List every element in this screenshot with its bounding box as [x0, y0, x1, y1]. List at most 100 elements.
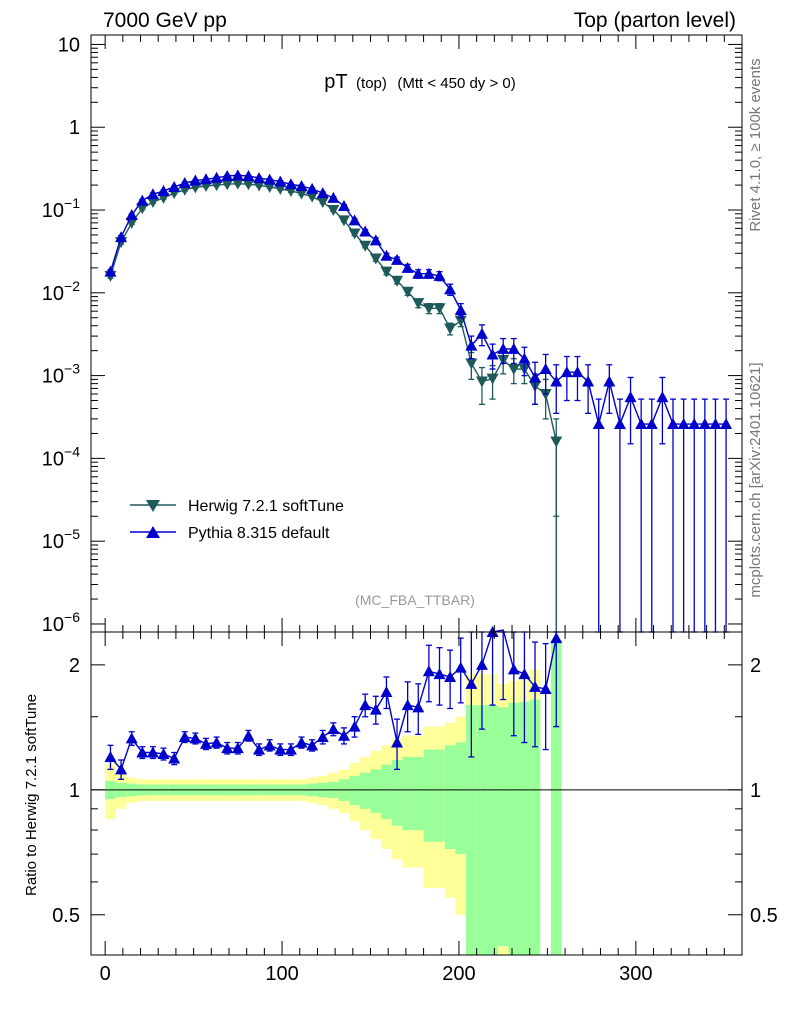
pythia-marker [433, 269, 446, 281]
tick-base: 10 [42, 448, 64, 470]
pythia-marker [306, 182, 319, 194]
pythia-marker [475, 327, 488, 339]
ratio-marker [231, 742, 244, 754]
ratio-marker [221, 742, 234, 754]
tick-base: 10 [58, 34, 80, 56]
pythia-marker [454, 303, 467, 315]
pythia-marker [444, 283, 457, 295]
herwig-marker [475, 376, 488, 388]
pythia-marker [189, 174, 202, 186]
ratio-marker [337, 729, 350, 741]
pythia-marker [295, 180, 308, 192]
pythia-marker [603, 375, 616, 387]
herwig-marker [391, 275, 404, 287]
ratio-marker [189, 732, 202, 744]
pythia-marker [709, 418, 722, 430]
ratio-marker [359, 699, 372, 711]
ratio-band-inner [550, 639, 562, 955]
pythia-marker [263, 173, 276, 185]
pythia-marker [645, 418, 658, 430]
main-title: pT (top) (Mtt < 450 dy > 0) [324, 71, 515, 93]
ratio-marker [104, 750, 117, 762]
tick-exponent: −5 [64, 526, 80, 542]
pythia-marker [380, 249, 393, 261]
herwig-marker [412, 298, 425, 310]
ratio-band-inner [444, 745, 456, 850]
tick-base: 1 [69, 117, 80, 139]
pythia-marker [104, 265, 117, 277]
legend-herwig-marker [146, 500, 160, 512]
ratio-marker [475, 658, 488, 670]
ratio-band-inner [423, 749, 435, 842]
ratio-marker [199, 737, 212, 749]
ratio-series-layer [104, 626, 563, 780]
xtick-label: 300 [619, 963, 652, 985]
ratio-marker [348, 720, 361, 732]
tick-base: 10 [42, 614, 64, 636]
ratio-ytick-label: 2 [69, 655, 80, 677]
ratio-band-inner [349, 775, 360, 805]
herwig-marker [263, 181, 276, 193]
herwig-marker [348, 228, 361, 240]
ratio-marker [465, 677, 478, 689]
pythia-marker [157, 184, 170, 196]
herwig-marker [253, 180, 266, 192]
ratio-uncertainty-bands [91, 639, 742, 955]
ratio-marker [444, 670, 457, 682]
tick-base: 10 [42, 283, 64, 305]
ratio-band-inner [519, 701, 530, 955]
pythia-marker [677, 418, 690, 430]
analysis-tag: (MC_FBA_TTBAR) [355, 592, 475, 608]
pythia-marker [613, 418, 626, 430]
pythia-marker [178, 176, 191, 188]
herwig-marker [433, 303, 446, 315]
pythia-marker [698, 418, 711, 430]
pythia-marker [125, 209, 138, 221]
herwig-marker [306, 191, 319, 203]
ratio-marker [369, 703, 382, 715]
pythia-marker [582, 375, 595, 387]
legend-herwig-label: Herwig 7.2.1 softTune [188, 498, 344, 515]
pythia-marker [327, 191, 340, 203]
herwig-marker [210, 180, 223, 192]
pythia-marker [242, 169, 255, 181]
ratio-band-inner [487, 705, 498, 955]
main-ytick-label: 10 [58, 34, 80, 56]
ratio-marker [253, 743, 266, 755]
ratio-marker [274, 743, 287, 755]
pythia-marker [560, 366, 573, 378]
ratio-ytick-label-right: 0.5 [750, 905, 778, 927]
pythia-marker [168, 180, 181, 192]
ratio-band-inner [412, 756, 424, 831]
tick-exponent: −2 [64, 278, 80, 294]
main-ytick-label: 10−5 [42, 526, 80, 553]
legend: Herwig 7.2.1 softTune Pythia 8.315 defau… [130, 498, 344, 542]
pythia-marker [146, 188, 159, 200]
herwig-marker [444, 323, 457, 335]
herwig-marker [136, 203, 149, 215]
pythia-marker [359, 225, 372, 237]
ratio-marker [146, 746, 159, 758]
herwig-line [109, 182, 557, 632]
tick-base: 10 [42, 531, 64, 553]
pythia-marker [369, 234, 382, 246]
xtick-label: 200 [442, 963, 475, 985]
pythia-marker [274, 175, 287, 187]
main-ytick-label: 10−4 [42, 443, 80, 470]
ratio-band-inner [476, 705, 488, 955]
pythia-marker [231, 169, 244, 181]
pythia-marker [656, 391, 669, 403]
herwig-marker [327, 205, 340, 217]
ratio-band-inner [434, 749, 445, 842]
ratio-marker [284, 743, 297, 755]
process-label: Top (parton level) [574, 9, 736, 32]
ratio-band-inner [391, 759, 403, 826]
pythia-marker [337, 199, 350, 211]
pythia-marker [550, 375, 563, 387]
ratio-marker [136, 746, 149, 758]
ratio-ytick-label: 0.5 [52, 905, 80, 927]
pythia-marker [720, 418, 733, 430]
herwig-marker [550, 436, 563, 448]
herwig-marker [316, 196, 329, 208]
